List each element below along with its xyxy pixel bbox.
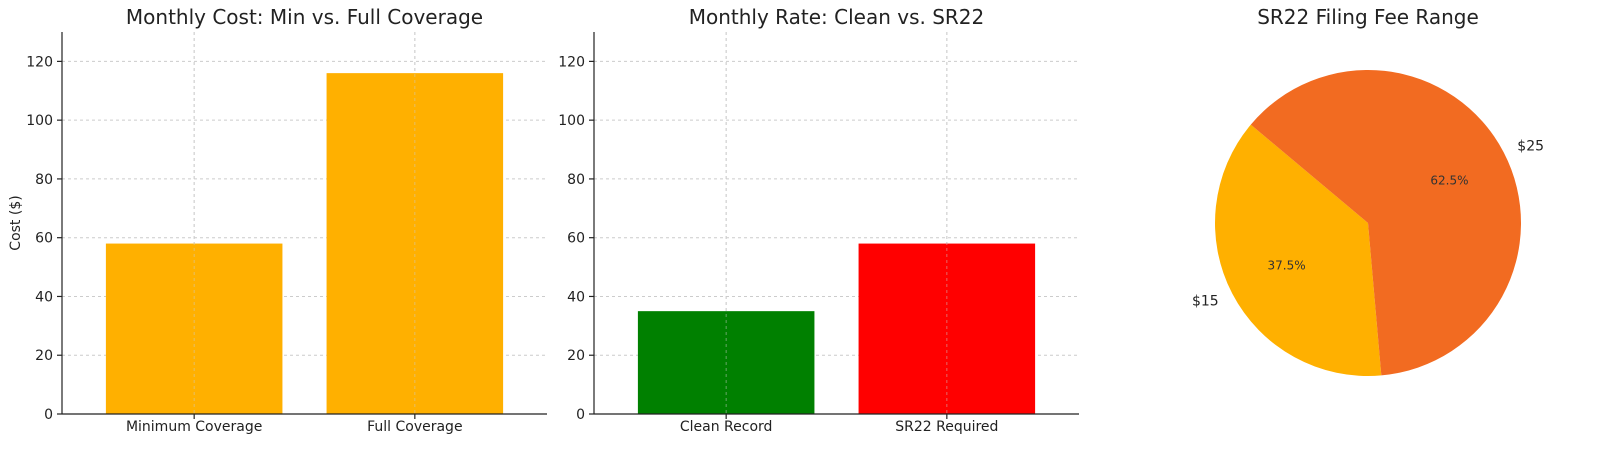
chart-title: Monthly Cost: Min vs. Full Coverage <box>126 5 483 29</box>
y-tick-label: 20 <box>35 348 53 364</box>
y-tick-label: 120 <box>26 54 53 70</box>
tick-labels: 0 20 40 60 80 100 120 Minimum Coverage Full Cove… <box>26 54 462 435</box>
pie: $15 37.5% $25 62.5% <box>1192 70 1544 377</box>
y-tick-label: 120 <box>558 54 585 70</box>
pie-label: $15 <box>1192 294 1219 310</box>
pie-slice-25 <box>1250 70 1521 376</box>
axes <box>57 32 547 419</box>
y-tick-label: 100 <box>26 113 53 129</box>
y-tick-label: 0 <box>576 407 585 423</box>
y-tick-label: 40 <box>567 289 585 305</box>
bars <box>105 32 504 414</box>
y-tick-label: 80 <box>35 172 53 188</box>
bars <box>637 32 1036 414</box>
tick-labels: 0 20 40 60 80 100 120 Clean Record SR22 Required <box>558 54 998 435</box>
pie-percent-label: 62.5% <box>1430 174 1468 188</box>
chart-monthly-rate: Monthly Rate: Clean vs. SR22 0 20 40 60 80 10… <box>558 5 1079 435</box>
y-tick-label: 100 <box>558 113 585 129</box>
x-tick-label: Minimum Coverage <box>126 419 262 435</box>
x-tick-label: Clean Record <box>680 419 773 435</box>
y-tick-label: 40 <box>35 289 53 305</box>
x-tick-label: SR22 Required <box>895 419 998 435</box>
y-axis-label: Cost ($) <box>8 195 24 250</box>
pie-slice-15 <box>1215 124 1382 377</box>
y-tick-label: 80 <box>567 172 585 188</box>
x-tick-label: Full Coverage <box>367 419 462 435</box>
chart-sr22-fee: SR22 Filing Fee Range $15 37.5% $25 62.5% <box>1192 5 1544 377</box>
axes <box>589 32 1079 419</box>
y-tick-label: 20 <box>567 348 585 364</box>
chart-title: SR22 Filing Fee Range <box>1257 5 1479 29</box>
pie-percent-label: 37.5% <box>1268 258 1306 272</box>
y-tick-label: 60 <box>567 231 585 247</box>
chart-monthly-cost: Monthly Cost: Min vs. Full Coverage Cost… <box>8 5 547 435</box>
chart-title: Monthly Rate: Clean vs. SR22 <box>689 5 985 29</box>
y-tick-label: 0 <box>44 407 53 423</box>
pie-label: $25 <box>1517 138 1544 154</box>
y-tick-label: 60 <box>35 231 53 247</box>
